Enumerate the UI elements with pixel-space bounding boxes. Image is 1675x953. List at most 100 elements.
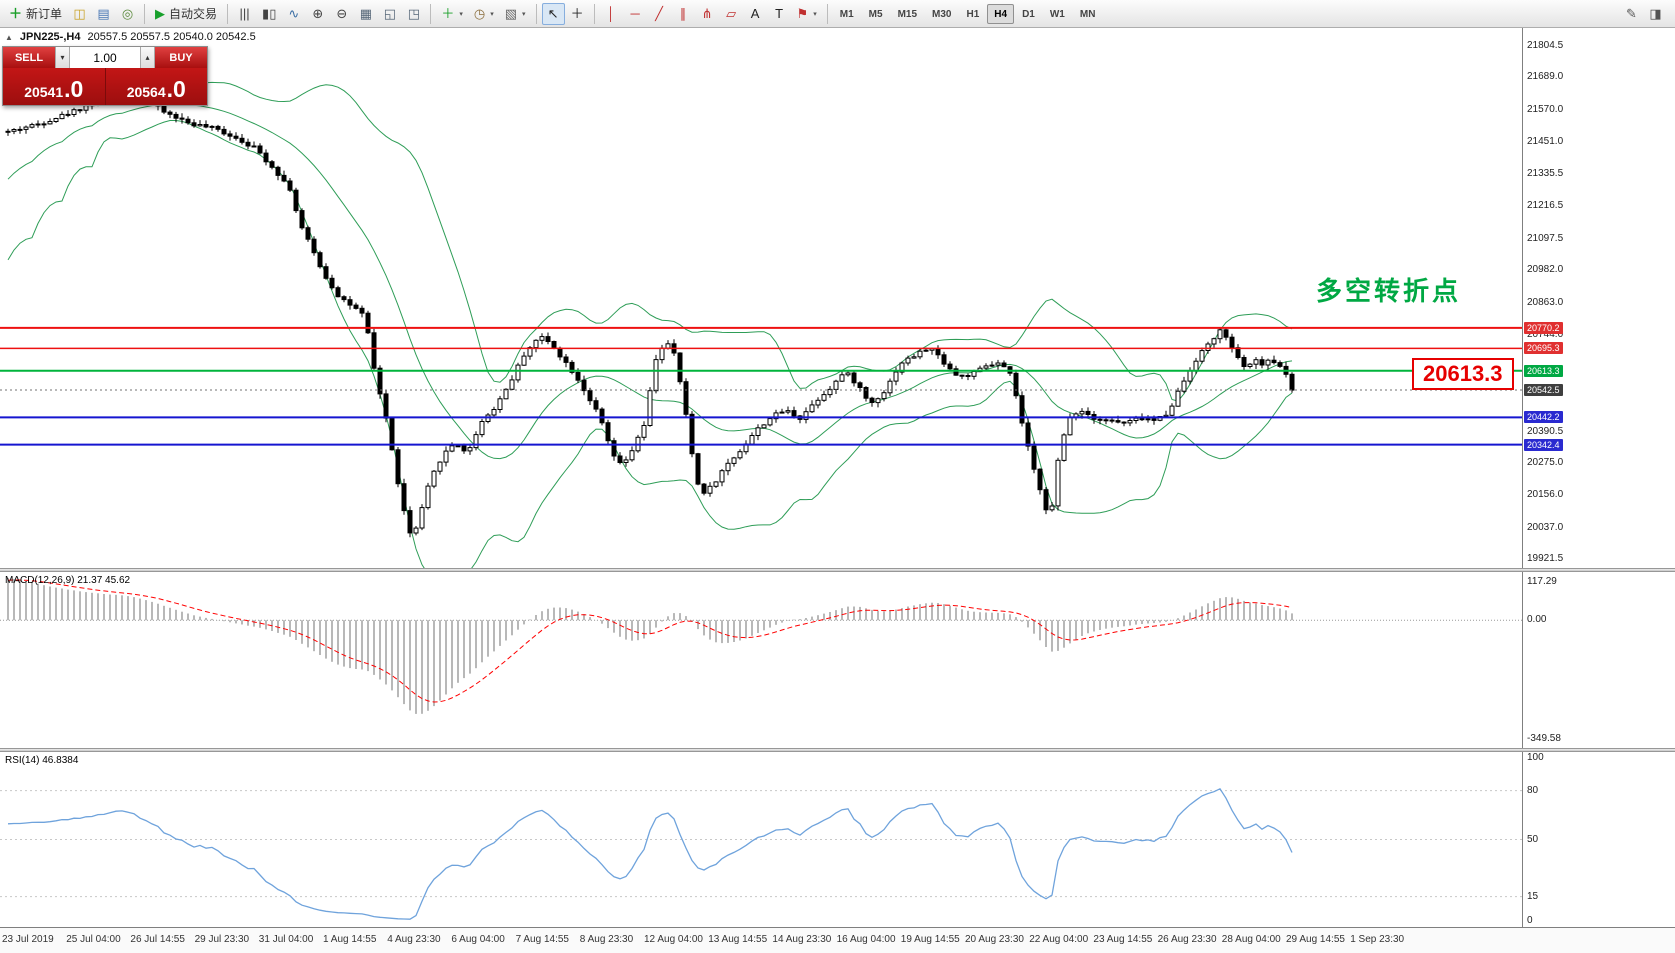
- template-button[interactable]: ▧ ▾: [500, 3, 531, 25]
- lot-size-input[interactable]: [70, 47, 140, 68]
- trendline-button[interactable]: ╱: [648, 3, 671, 25]
- time-label: 1 Aug 14:55: [323, 934, 377, 945]
- rsi-label: RSI(14) 46.8384: [5, 755, 79, 766]
- dropdown-caret-icon: ▾: [490, 10, 494, 18]
- andrews-pitchfork-button[interactable]: ⋔: [696, 3, 719, 25]
- ohlc-values: 20557.5 20557.5 20540.0 20542.5: [87, 31, 256, 43]
- rsi-level-label: 0: [1527, 915, 1533, 926]
- candlestick-chart-button[interactable]: ▮▯: [257, 3, 281, 25]
- buy-price-button[interactable]: 20564 .0: [106, 68, 208, 105]
- timeframe-h1-button[interactable]: H1: [966, 8, 980, 20]
- rsi-axis[interactable]: 100 80 50 15 0: [1522, 752, 1675, 927]
- vertical-line-button[interactable]: │: [600, 3, 623, 25]
- template-icon: ▧: [504, 6, 518, 21]
- price-tick: 20275.0: [1527, 457, 1564, 468]
- time-label: 19 Aug 14:55: [900, 934, 960, 945]
- docking-button[interactable]: ◨: [1644, 3, 1667, 25]
- turning-point-annotation[interactable]: 多空转折点: [1316, 276, 1462, 306]
- tile-windows-icon: ▦: [359, 6, 372, 21]
- periods-button[interactable]: ◷ ▾: [469, 3, 499, 25]
- fibonacci-button[interactable]: ▱: [720, 3, 743, 25]
- price-callout-box[interactable]: 20613.3: [1412, 358, 1514, 390]
- quick-edit-button[interactable]: ✎: [1620, 3, 1643, 25]
- time-label: 1 Sep 23:30: [1350, 934, 1405, 945]
- price-tick: 20156.0: [1527, 489, 1564, 501]
- navigator-button[interactable]: ◎: [116, 3, 139, 25]
- time-label: 26 Aug 23:30: [1157, 934, 1217, 945]
- cursor-icon: ↖: [547, 6, 559, 21]
- lot-decrease-button[interactable]: ▾: [55, 47, 70, 68]
- lot-increase-button[interactable]: ▴: [140, 47, 155, 68]
- collapse-icon[interactable]: ▲: [5, 32, 13, 42]
- new-order-button[interactable]: ＋ 新订单: [4, 3, 67, 25]
- auto-trading-button[interactable]: ▶ 自动交易: [150, 3, 222, 25]
- timeframe-m30-button[interactable]: M30: [932, 8, 952, 20]
- chart-symbol-line: ▲ JPN225-,H4 20557.5 20557.5 20540.0 205…: [5, 31, 256, 43]
- sell-button[interactable]: SELL: [3, 47, 55, 68]
- time-label: 13 Aug 14:55: [708, 934, 768, 945]
- timeframe-mn-button[interactable]: MN: [1079, 8, 1096, 20]
- buy-price-int: 20564: [126, 83, 166, 100]
- one-click-trade-panel: SELL ▾ ▴ BUY 20541 .0 20564: [2, 46, 208, 106]
- arrows-icon: ⚑: [796, 6, 809, 21]
- data-window-icon: ▤: [97, 6, 110, 21]
- arrange-windows-button[interactable]: ◳: [402, 3, 425, 25]
- line-chart-button[interactable]: ∿: [282, 3, 305, 25]
- price-tick: 21804.5: [1527, 39, 1564, 51]
- price-chart-plot[interactable]: ▲ JPN225-,H4 20557.5 20557.5 20540.0 205…: [0, 28, 1522, 568]
- auto-trading-label: 自动交易: [169, 7, 218, 21]
- panel-splitter[interactable]: [0, 568, 1675, 572]
- auto-trading-icon: ▶: [155, 6, 166, 21]
- data-window-button[interactable]: ▤: [92, 3, 115, 25]
- price-marker: 20613.3: [1524, 364, 1563, 377]
- cursor-button[interactable]: ↖: [541, 2, 565, 25]
- equidistant-channel-button[interactable]: ∥: [672, 3, 695, 25]
- docking-icon: ◨: [1649, 6, 1662, 21]
- macd-label: MACD(12,26,9) 21.37 45.62: [5, 575, 131, 586]
- time-label: 29 Jul 23:30: [194, 934, 250, 945]
- price-tick: 21570.0: [1527, 103, 1564, 115]
- panel-splitter[interactable]: [0, 748, 1675, 752]
- toolbar-separator: [227, 3, 229, 24]
- time-axis[interactable]: 23 Jul 2019 25 Jul 04:00 26 Jul 14:55 29 Ju…: [0, 927, 1675, 953]
- timeframe-m5-button[interactable]: M5: [868, 8, 883, 20]
- arrows-button[interactable]: ⚑ ▾: [792, 3, 822, 25]
- text-button[interactable]: A: [744, 3, 767, 25]
- time-label: 4 Aug 23:30: [387, 934, 441, 945]
- zoom-in-button[interactable]: ⊕: [306, 3, 329, 25]
- price-tick: 21689.0: [1527, 71, 1564, 83]
- bar-chart-button[interactable]: |||: [233, 3, 256, 25]
- cascade-windows-button[interactable]: ◱: [378, 3, 401, 25]
- timeframe-m15-button[interactable]: M15: [897, 8, 918, 20]
- trendline-icon: ╱: [655, 6, 663, 21]
- chart-workspace: ▲ JPN225-,H4 20557.5 20557.5 20540.0 205…: [0, 28, 1675, 953]
- rsi-level-label: 15: [1527, 890, 1539, 902]
- text-label-button[interactable]: T: [768, 3, 791, 25]
- rsi-plot[interactable]: RSI(14) 46.8384: [0, 752, 1522, 927]
- time-label: 14 Aug 23:30: [772, 934, 832, 945]
- timeframe-h4-button[interactable]: H4: [987, 3, 1015, 24]
- macd-plot[interactable]: MACD(12,26,9) 21.37 45.62: [0, 572, 1522, 748]
- price-axis[interactable]: 21804.5 21689.0 21570.0 21451.0 21335.5 21216…: [1522, 28, 1675, 568]
- toolbar: ＋ 新订单 ◫ ▤ ◎ ▶ 自动交易 ||| ▮▯ ∿ ⊕ ⊖ ▦ ◱ ◳ ＋ ▾ ◷ ▾ ▧ ▾ ↖ ＋ │…: [0, 0, 1675, 28]
- price-marker: 20342.4: [1524, 438, 1563, 451]
- sell-price-button[interactable]: 20541 .0: [3, 68, 105, 105]
- add-indicator-button[interactable]: ＋ ▾: [436, 3, 468, 25]
- timeframe-m1-button[interactable]: M1: [839, 8, 854, 20]
- macd-axis[interactable]: 117.29 0.00 -349.58: [1522, 572, 1675, 748]
- market-watch-button[interactable]: ◫: [68, 3, 91, 25]
- price-tick: 21216.5: [1527, 200, 1564, 212]
- crosshair-button[interactable]: ＋: [566, 3, 589, 25]
- sell-price-int: 20541: [24, 83, 64, 100]
- andrews-pitchfork-icon: ⋔: [701, 6, 713, 21]
- tile-windows-button[interactable]: ▦: [354, 3, 377, 25]
- buy-button[interactable]: BUY: [155, 47, 207, 68]
- zoom-out-button[interactable]: ⊖: [330, 3, 353, 25]
- bar-chart-icon: |||: [239, 6, 250, 21]
- timeframe-w1-button[interactable]: W1: [1049, 8, 1065, 20]
- time-label: 23 Jul 2019: [2, 934, 54, 945]
- horizontal-line-button[interactable]: ─: [624, 3, 647, 25]
- timeframe-d1-button[interactable]: D1: [1022, 8, 1035, 20]
- crosshair-icon: ＋: [570, 6, 584, 21]
